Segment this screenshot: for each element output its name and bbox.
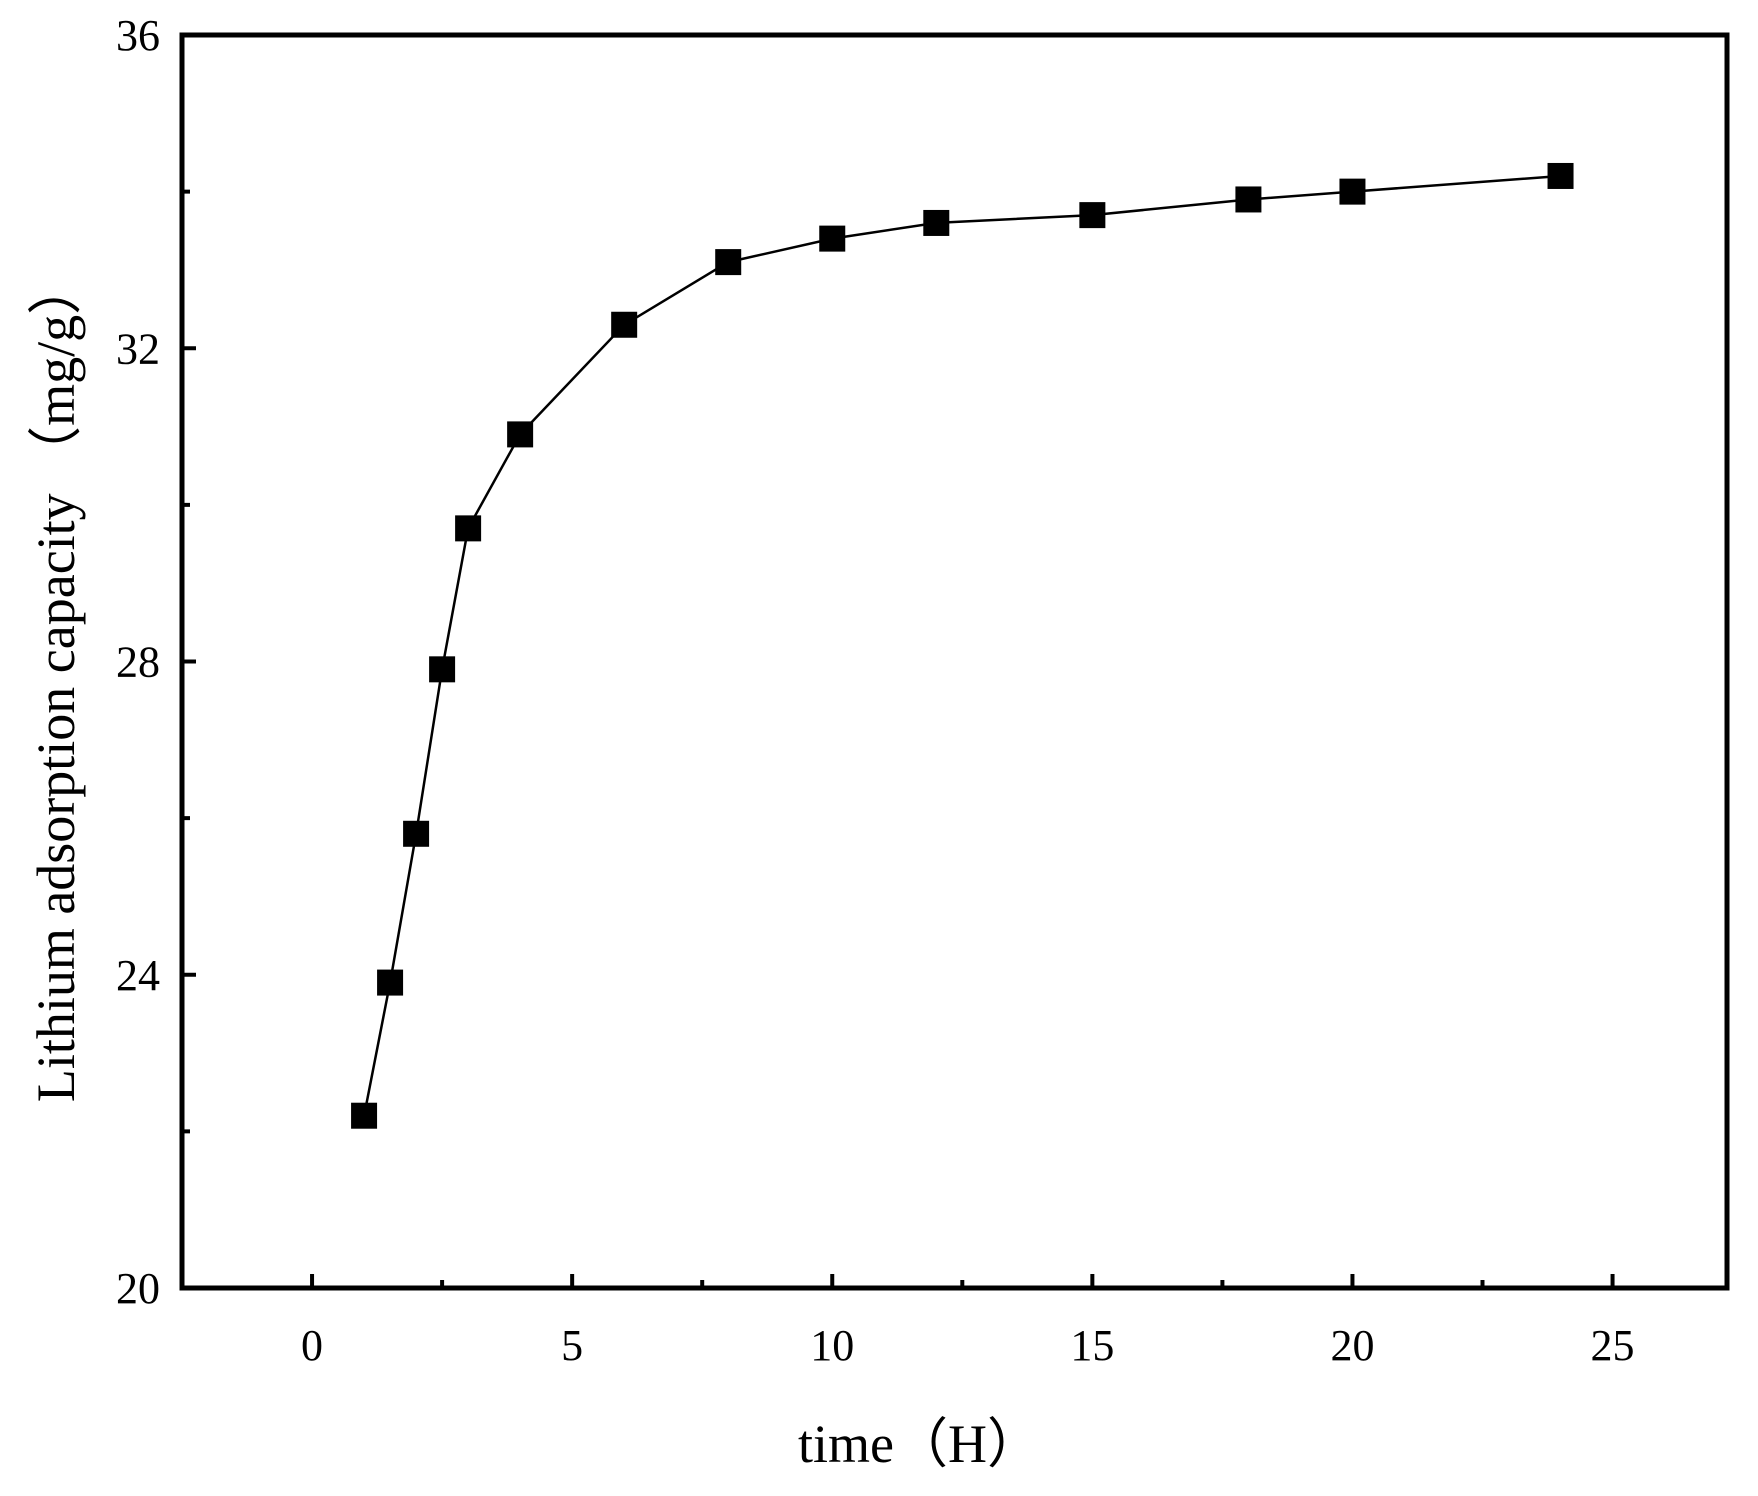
data-point: [611, 311, 638, 338]
x-axis-title: time（H）: [798, 1414, 1041, 1474]
x-tick-label: 20: [1330, 1321, 1374, 1370]
y-tick-label: 36: [116, 11, 160, 60]
data-point: [351, 1102, 378, 1129]
data-point: [1079, 202, 1106, 229]
ticks: 0 5 10 15 20 25 20 24 28 32 36: [116, 11, 1635, 1370]
data-point: [1339, 178, 1366, 205]
data-point: [507, 421, 534, 448]
data-point: [1547, 162, 1574, 189]
series: [351, 162, 1574, 1129]
data-point: [455, 515, 482, 542]
series-line: [362, 174, 1561, 1116]
x-tick-label: 25: [1591, 1321, 1635, 1370]
y-axis-title: Lithium adsorption capacity （mg/g）: [26, 261, 86, 1102]
x-tick-label: 5: [561, 1321, 583, 1370]
y-tick-label: 20: [116, 1264, 160, 1313]
y-tick-label: 32: [116, 324, 160, 373]
data-point: [923, 209, 950, 236]
x-tick-label: 10: [810, 1321, 854, 1370]
data-point: [715, 249, 742, 276]
data-point: [819, 225, 846, 252]
y-tick-label: 28: [116, 638, 160, 687]
data-point: [403, 820, 430, 847]
y-tick-label: 24: [116, 951, 160, 1000]
data-point: [377, 969, 404, 996]
x-tick-label: 0: [301, 1321, 323, 1370]
x-tick-label: 15: [1070, 1321, 1114, 1370]
data-point: [429, 656, 456, 683]
data-point: [1235, 186, 1262, 213]
